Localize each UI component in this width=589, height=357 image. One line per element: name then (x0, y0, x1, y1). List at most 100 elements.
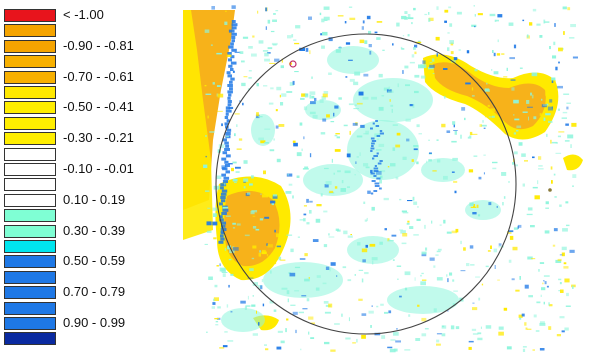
speckle-blue-streak (230, 68, 234, 71)
speckle (508, 22, 514, 26)
speckle (492, 167, 497, 170)
speckle (279, 94, 281, 98)
speckle (407, 34, 410, 37)
speckle (561, 246, 567, 251)
speckle (252, 35, 255, 38)
speckle (532, 156, 535, 159)
speckle (347, 279, 352, 282)
speckle-blue-streak (220, 237, 225, 241)
speckle (213, 213, 217, 217)
speckle (484, 88, 490, 92)
speckle (348, 317, 350, 322)
speckle (436, 53, 438, 57)
speckle (415, 338, 421, 341)
speckle (402, 233, 408, 237)
speckle (451, 230, 457, 234)
speckle (553, 228, 558, 232)
speckle (270, 260, 277, 265)
speckle (323, 6, 330, 10)
speckle (258, 116, 263, 118)
speckle (431, 58, 435, 62)
speckle-blue-streak (221, 157, 227, 161)
speckle (415, 41, 422, 44)
speckle (251, 175, 254, 179)
speckle (205, 190, 210, 192)
speckle (432, 170, 437, 172)
speckle (289, 82, 294, 86)
speckle (337, 15, 344, 17)
speckle (360, 124, 365, 128)
speckle (319, 12, 322, 16)
speckle (212, 82, 215, 85)
speckle (235, 166, 241, 169)
speckle-blue-center (371, 145, 374, 147)
speckle (221, 272, 228, 273)
speckle (324, 167, 329, 170)
speckle (452, 279, 455, 282)
speckle (563, 262, 567, 265)
speckle-blue-center (371, 180, 376, 182)
speckle-blue-streak (225, 109, 232, 113)
speckle (416, 124, 420, 128)
speckle (276, 86, 282, 91)
speckle (441, 333, 446, 337)
speckle (471, 87, 474, 91)
speckle-blue-streak (231, 20, 236, 23)
speckle (393, 331, 399, 336)
speckle (232, 227, 236, 229)
speckle (559, 282, 562, 285)
speckle (234, 133, 236, 137)
speckle (352, 122, 358, 126)
speckle (281, 58, 283, 63)
speckle (562, 228, 568, 232)
speckle (481, 124, 487, 127)
speckle (557, 85, 563, 89)
speckle (381, 335, 386, 339)
speckle (276, 346, 282, 350)
map-speckle (203, 5, 578, 353)
speckle-blue-streak (224, 160, 229, 164)
speckle (241, 82, 246, 87)
speckle (269, 149, 275, 152)
speckle (356, 135, 363, 138)
speckle (551, 80, 554, 83)
speckle (213, 237, 217, 240)
speckle (413, 145, 419, 148)
speckle (384, 311, 389, 314)
speckle (428, 17, 434, 21)
speckle (498, 243, 502, 246)
speckle (559, 316, 565, 319)
speckle (414, 90, 419, 94)
speckle (390, 163, 396, 167)
speckle (545, 201, 549, 205)
speckle (465, 82, 471, 85)
speckle (359, 39, 365, 44)
speckle-blue-streak (225, 132, 231, 135)
speckle (446, 130, 451, 133)
speckle (368, 44, 372, 48)
speckle (281, 93, 287, 97)
speckle-blue-streak (231, 26, 237, 30)
speckle (477, 214, 481, 217)
speckle (506, 346, 512, 350)
speckle (473, 5, 475, 7)
speckle (222, 206, 229, 209)
speckle (420, 274, 422, 277)
speckle (312, 239, 319, 242)
speckle (493, 248, 498, 253)
speckle (331, 158, 333, 163)
speckle (526, 213, 533, 216)
speckle (404, 349, 411, 351)
speckle (224, 182, 226, 186)
speckle-blue-streak (221, 199, 226, 203)
speckle (513, 227, 519, 230)
speckle (309, 200, 313, 203)
speckle (447, 32, 450, 34)
speckle (248, 266, 255, 270)
speckle (522, 183, 525, 187)
speckle (259, 250, 261, 253)
speckle-blue-center (370, 147, 375, 150)
speckle (365, 166, 370, 169)
speckle (387, 238, 390, 242)
speckle (234, 181, 237, 184)
